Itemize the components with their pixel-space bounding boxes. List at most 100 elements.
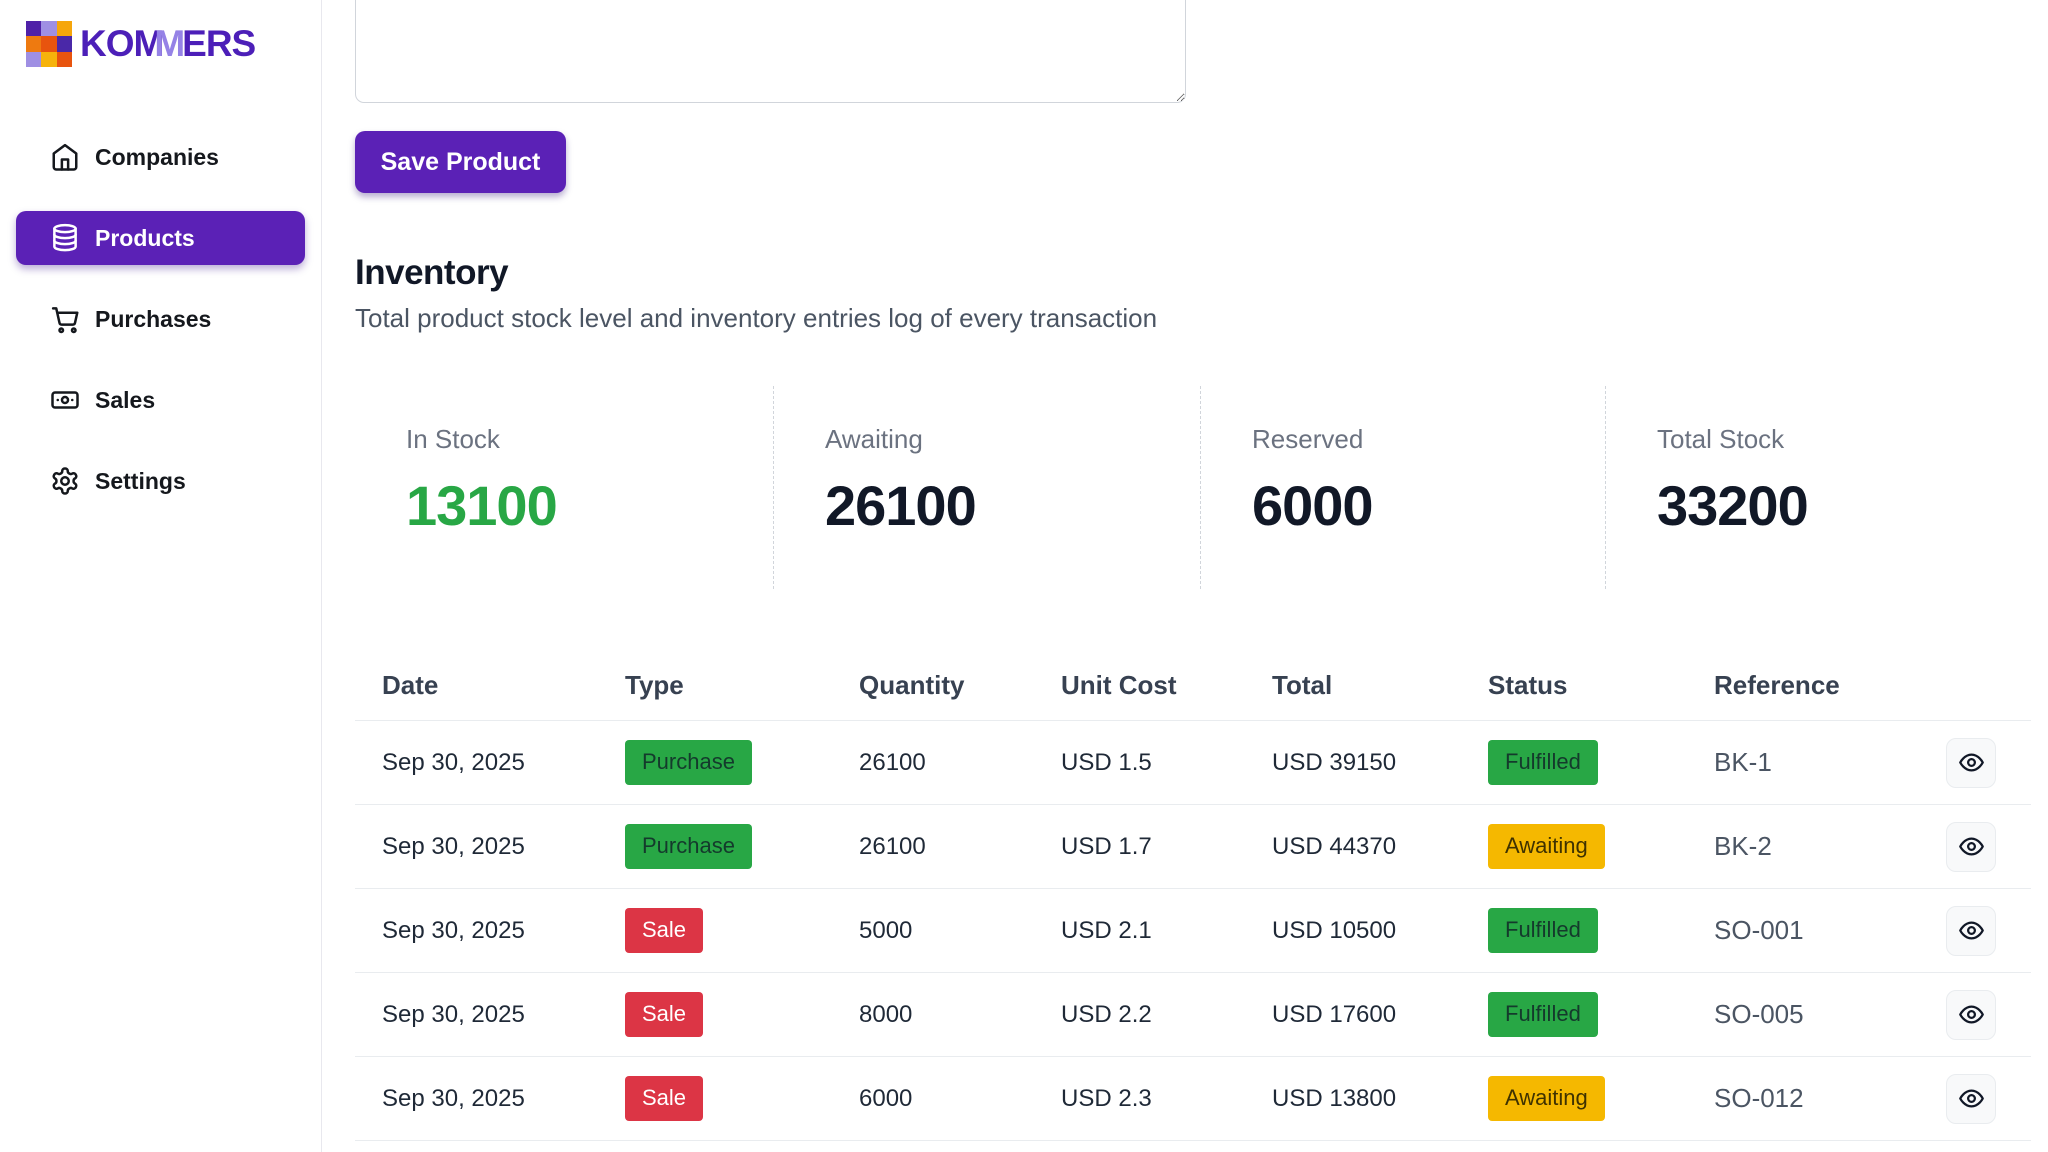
- stat-value: 26100: [825, 474, 977, 537]
- column-header-unit-cost: Unit Cost: [1061, 670, 1177, 700]
- brand-logo: KOM M ERS: [0, 18, 321, 70]
- cell-status: Awaiting: [1488, 1076, 1714, 1121]
- gear-icon: [50, 466, 80, 496]
- cell-type: Sale: [625, 1076, 859, 1121]
- cell-quantity: 26100: [859, 748, 926, 776]
- stat-label: Total Stock: [1657, 424, 1785, 454]
- cart-icon: [50, 304, 80, 334]
- view-entry-button[interactable]: [1946, 905, 1996, 956]
- cell-quantity: 6000: [859, 1084, 913, 1112]
- status-badge: Awaiting: [1488, 1076, 1605, 1121]
- cell-date: Sep 30, 2025: [382, 832, 525, 860]
- column-header-status: Status: [1488, 670, 1568, 700]
- stat-label: In Stock: [406, 424, 500, 454]
- stat-awaiting: Awaiting 26100: [773, 386, 1200, 589]
- cell-quantity: 5000: [859, 916, 913, 944]
- inventory-title: Inventory: [355, 253, 509, 292]
- cell-actions: [1946, 989, 2031, 1040]
- cell-reference: SO-012: [1714, 1083, 1804, 1113]
- stat-value: 13100: [406, 474, 558, 537]
- cell-status: Awaiting: [1488, 824, 1714, 869]
- cell-quantity: 26100: [859, 832, 926, 860]
- sidebar: KOM M ERS Companies Products: [0, 0, 322, 1152]
- view-entry-button[interactable]: [1946, 821, 1996, 872]
- cell-status: Fulfilled: [1488, 908, 1714, 953]
- banknote-icon: [50, 385, 80, 415]
- sidebar-item-settings[interactable]: Settings: [16, 454, 305, 508]
- eye-icon: [1958, 1089, 1984, 1108]
- cell-total: USD 44370: [1272, 832, 1397, 860]
- database-icon: [50, 223, 80, 253]
- type-badge: Purchase: [625, 740, 752, 785]
- stat-value: 33200: [1657, 474, 1809, 537]
- cell-reference: SO-005: [1714, 999, 1804, 1029]
- brand-name-part1: KOM: [80, 23, 164, 64]
- cell-unit-cost: USD 2.2: [1061, 1000, 1152, 1028]
- status-badge: Fulfilled: [1488, 740, 1598, 785]
- cell-date: Sep 30, 2025: [382, 748, 525, 776]
- stat-label: Awaiting: [825, 424, 923, 454]
- main-content: Save Product Inventory Total product sto…: [322, 0, 2048, 1152]
- home-icon: [50, 142, 80, 172]
- sidebar-item-label: Products: [95, 224, 195, 251]
- sidebar-item-label: Purchases: [95, 305, 212, 332]
- stat-value: 6000: [1252, 474, 1374, 537]
- stat-reserved: Reserved 6000: [1200, 386, 1605, 589]
- table-row: Sep 30, 2025 Sale 8000 USD 2.2 USD 17600…: [355, 973, 2031, 1057]
- sidebar-item-products[interactable]: Products: [16, 211, 305, 265]
- save-product-button[interactable]: Save Product: [355, 131, 566, 193]
- cell-type: Purchase: [625, 824, 859, 869]
- cell-total: USD 17600: [1272, 1000, 1397, 1028]
- type-badge: Purchase: [625, 824, 752, 869]
- sidebar-item-purchases[interactable]: Purchases: [16, 292, 305, 346]
- cell-actions: [1946, 1073, 2031, 1124]
- column-header-quantity: Quantity: [859, 670, 965, 700]
- cell-date: Sep 30, 2025: [382, 1084, 525, 1112]
- cell-total: USD 13800: [1272, 1084, 1397, 1112]
- sidebar-item-label: Settings: [95, 467, 186, 494]
- brand-name-part3: ERS: [182, 23, 256, 64]
- cell-type: Purchase: [625, 740, 859, 785]
- table-row: Sep 30, 2025 Purchase 26100 USD 1.7 USD …: [355, 805, 2031, 889]
- cell-actions: [1946, 821, 2031, 872]
- sidebar-item-sales[interactable]: Sales: [16, 373, 305, 427]
- type-badge: Sale: [625, 992, 704, 1037]
- table-row: Sep 30, 2025 Purchase 26100 USD 1.5 USD …: [355, 721, 2031, 805]
- cell-unit-cost: USD 2.3: [1061, 1084, 1152, 1112]
- type-badge: Sale: [625, 908, 704, 953]
- stat-label: Reserved: [1252, 424, 1364, 454]
- cell-reference: SO-001: [1714, 915, 1804, 945]
- cell-unit-cost: USD 2.1: [1061, 916, 1152, 944]
- view-entry-button[interactable]: [1946, 737, 1996, 788]
- product-description-input[interactable]: [355, 0, 1186, 103]
- cell-date: Sep 30, 2025: [382, 916, 525, 944]
- table-row: Sep 30, 2025 Sale 6000 USD 2.3 USD 13800…: [355, 1057, 2031, 1141]
- inventory-subtitle: Total product stock level and inventory …: [355, 303, 1158, 333]
- cell-unit-cost: USD 1.5: [1061, 748, 1152, 776]
- view-entry-button[interactable]: [1946, 989, 1996, 1040]
- eye-icon: [1958, 753, 1984, 772]
- column-header-total: Total: [1272, 670, 1333, 700]
- stat-total-stock: Total Stock 33200: [1605, 386, 2031, 589]
- cell-unit-cost: USD 1.7: [1061, 832, 1152, 860]
- status-badge: Awaiting: [1488, 824, 1605, 869]
- cell-status: Fulfilled: [1488, 992, 1714, 1037]
- cell-quantity: 8000: [859, 1000, 913, 1028]
- cell-date: Sep 30, 2025: [382, 1000, 525, 1028]
- table-row: Sep 30, 2025 Sale 5000 USD 2.1 USD 10500…: [355, 889, 2031, 973]
- cell-actions: [1946, 737, 2031, 788]
- column-header-date: Date: [382, 670, 439, 700]
- sidebar-item-companies[interactable]: Companies: [16, 130, 305, 184]
- brand-name: KOM M ERS: [80, 23, 256, 65]
- cell-type: Sale: [625, 992, 859, 1037]
- sidebar-item-label: Sales: [95, 386, 156, 413]
- stat-in-stock: In Stock 13100: [355, 386, 773, 589]
- view-entry-button[interactable]: [1946, 1073, 1996, 1124]
- eye-icon: [1958, 837, 1984, 856]
- status-badge: Fulfilled: [1488, 908, 1598, 953]
- eye-icon: [1958, 921, 1984, 940]
- cell-type: Sale: [625, 908, 859, 953]
- cell-total: USD 10500: [1272, 916, 1397, 944]
- sidebar-item-label: Companies: [95, 143, 219, 170]
